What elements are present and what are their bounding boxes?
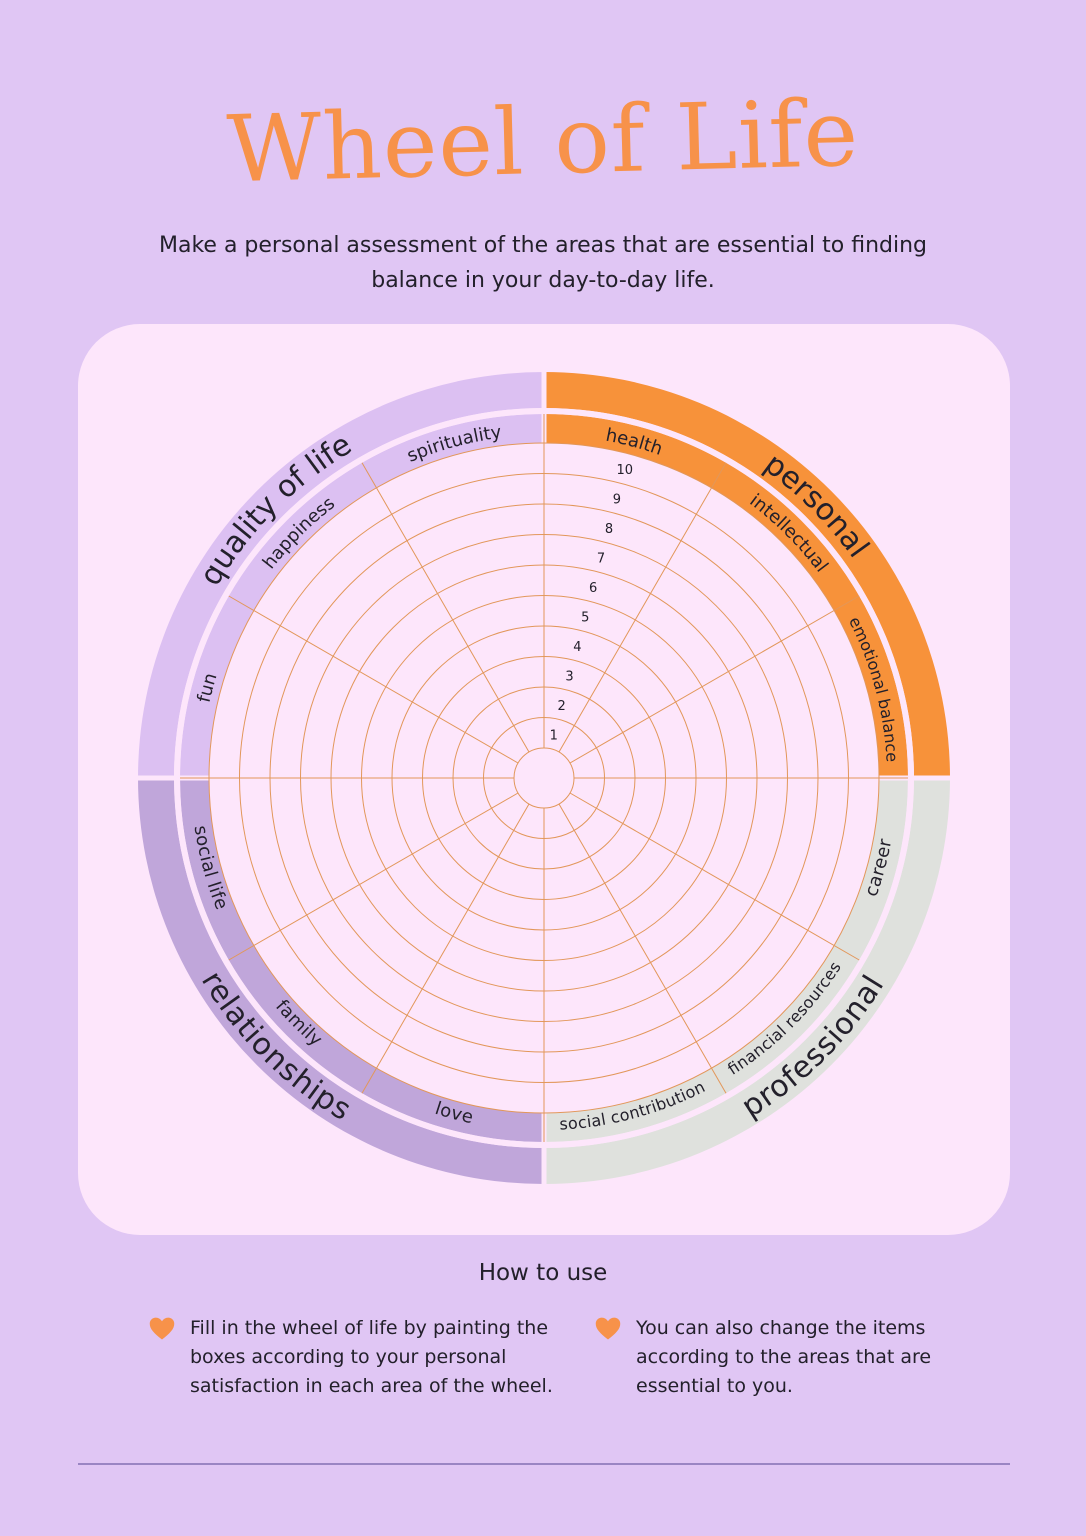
group-band-personal	[544, 372, 950, 778]
scale-number: 10	[616, 463, 633, 478]
area-band	[228, 462, 377, 611]
scale-number: 1	[550, 728, 558, 743]
wheel-spoke	[228, 595, 519, 764]
wheel-spoke	[361, 462, 530, 753]
area-band	[362, 1068, 544, 1142]
heart-icon	[149, 1317, 175, 1340]
area-band	[711, 945, 860, 1094]
group-band-quality-of-life	[138, 372, 544, 778]
how-to-use-title: How to use	[478, 1260, 608, 1286]
wheel-card: 1 2 3 4 5 6 7 8 9 10 personal health intellectual emo…	[78, 324, 1010, 1235]
area-band	[834, 778, 908, 960]
scale-number: 5	[581, 610, 589, 625]
area-band	[228, 945, 377, 1094]
area-band	[180, 778, 254, 960]
bottom-divider	[78, 1463, 1010, 1465]
tip-text: Fill in the wheel of life by painting th…	[190, 1317, 553, 1397]
area-band	[180, 596, 254, 778]
page-subtitle: Make a personal assessment of the areas …	[159, 233, 927, 293]
scale-number: 4	[573, 640, 581, 655]
tip-text: You can also change the items according …	[636, 1317, 932, 1397]
scale-number: 7	[597, 552, 605, 567]
wheel-spoke	[361, 803, 530, 1094]
ring-gap	[174, 408, 914, 1148]
heart-icon	[595, 1317, 621, 1340]
wheel-face	[209, 443, 879, 1113]
scale-number: 3	[565, 669, 573, 684]
wheel-spoke	[569, 595, 860, 764]
wheel-spoke	[228, 792, 519, 961]
scale-number: 6	[589, 581, 597, 596]
area-band	[711, 462, 860, 611]
scale-number: 2	[557, 699, 565, 714]
wheel-spoke	[558, 462, 727, 753]
area-band	[544, 1068, 726, 1142]
wheel-spoke	[558, 803, 727, 1094]
area-band	[834, 596, 908, 778]
tip-item: Fill in the wheel of life by painting th…	[148, 1314, 558, 1401]
area-band	[544, 414, 726, 488]
scale-number: 9	[613, 493, 621, 508]
area-band	[362, 414, 544, 488]
wheel-spoke	[569, 792, 860, 961]
page-title: Wheel of Life	[225, 79, 861, 204]
group-band-relationships	[138, 778, 544, 1184]
tip-item: You can also change the items according …	[594, 1314, 964, 1401]
scale-number: 8	[605, 522, 613, 537]
group-band-professional	[544, 778, 950, 1184]
